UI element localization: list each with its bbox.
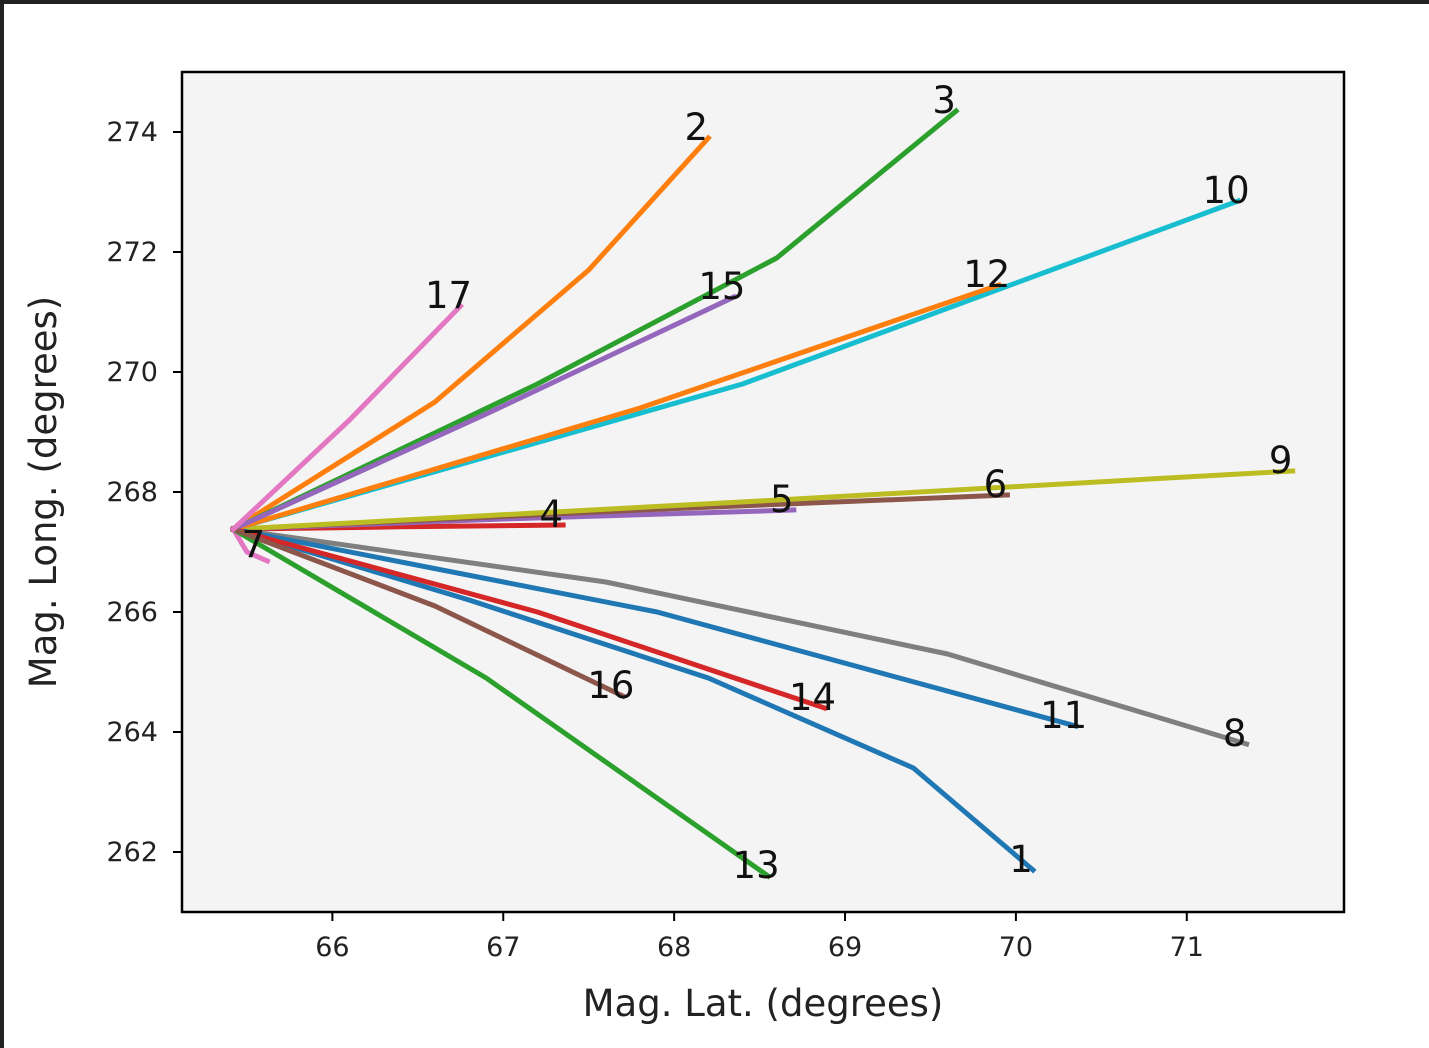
series-label-8: 8: [1223, 712, 1247, 755]
y-tick-label: 262: [106, 837, 158, 868]
series-layer: [229, 107, 1296, 880]
plot-area: [182, 72, 1344, 912]
series-line-16: [230, 525, 627, 700]
series-label-3: 3: [932, 79, 956, 122]
series-line-2: [229, 134, 712, 533]
y-axis-label: Mag. Long. (degrees): [22, 296, 65, 688]
series-line-3: [229, 107, 960, 533]
series-label-2: 2: [685, 106, 709, 149]
series-line-15: [229, 293, 738, 533]
series-line-12: [230, 281, 1002, 533]
x-axis-label: Mag. Lat. (degrees): [583, 982, 944, 1025]
y-tick-label: 272: [106, 237, 158, 268]
figure-frame: 1 2 3 4 5 6 7 8 9 10 11 12 13 14 15 16 17 66 67 68 69 70 71 2…: [4, 4, 1429, 1048]
series-line-7: [229, 525, 271, 565]
series-label-13: 13: [733, 844, 780, 887]
series-line-11: [230, 526, 1079, 730]
series-label-6: 6: [984, 463, 1008, 506]
y-tick-label: 264: [106, 717, 158, 748]
series-label-15: 15: [698, 265, 745, 308]
series-label-12: 12: [963, 253, 1010, 296]
series-label-17: 17: [425, 274, 472, 317]
series-label-16: 16: [587, 664, 634, 707]
x-axis: 66 67 68 69 70 71: [315, 912, 1204, 963]
y-tick-label: 270: [106, 357, 158, 388]
x-tick-label: 71: [1170, 932, 1204, 963]
x-tick-label: 70: [999, 932, 1033, 963]
x-tick-label: 67: [486, 932, 520, 963]
series-label-11: 11: [1040, 694, 1087, 737]
y-tick-label: 268: [106, 477, 158, 508]
x-tick-label: 69: [828, 932, 862, 963]
series-line-8: [230, 526, 1250, 748]
series-label-14: 14: [789, 676, 836, 719]
series-line-17: [229, 302, 465, 533]
x-tick-label: 68: [657, 932, 691, 963]
series-line-14: [230, 526, 828, 712]
y-tick-label: 266: [106, 597, 158, 628]
series-label-5: 5: [770, 478, 794, 521]
series-label-1: 1: [1009, 838, 1033, 881]
series-line-13: [229, 525, 772, 880]
series-label-9: 9: [1269, 439, 1293, 482]
x-tick-label: 66: [315, 932, 349, 963]
y-axis: 262 264 266 268 270 272 274: [106, 117, 182, 868]
series-line-1: [230, 526, 1037, 874]
series-label-10: 10: [1203, 169, 1250, 212]
series-label-7: 7: [242, 523, 266, 566]
series-label-4: 4: [539, 493, 563, 536]
y-tick-label: 274: [106, 117, 158, 148]
series-line-9: [230, 468, 1296, 532]
